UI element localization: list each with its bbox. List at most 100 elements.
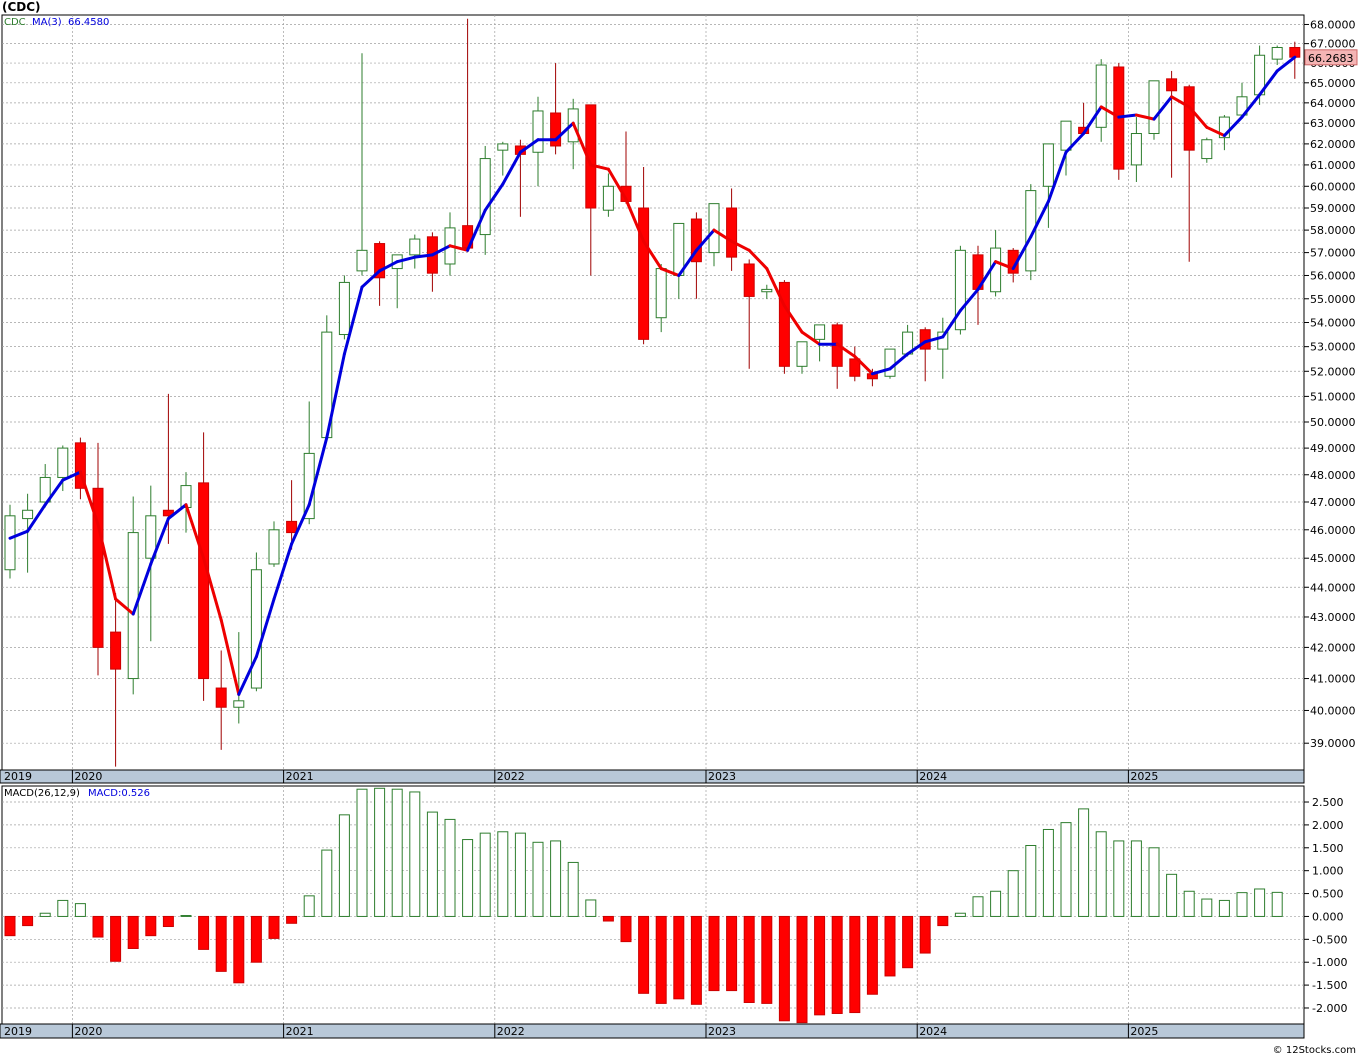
ma3-segment: [554, 121, 575, 142]
watermark: © 12Stocks.com: [1272, 1045, 1356, 1056]
candle-body: [250, 569, 262, 689]
candle-body: [1042, 143, 1054, 187]
macd-bar: [1060, 822, 1072, 917]
candle-body: [22, 509, 34, 520]
macd-bar: [743, 915, 755, 1003]
candle: [1166, 70, 1178, 178]
ma3-segment: [958, 287, 980, 313]
candle-body: [602, 185, 614, 211]
macd-bar: [92, 915, 104, 938]
price-y-tick-label: 56.0000: [1310, 269, 1356, 282]
ma3-segment: [184, 503, 206, 560]
ma3-segment: [677, 248, 698, 277]
price-panel: 68.000067.000066.000065.000064.000063.00…: [0, 14, 1358, 784]
price-y-tick-label: 46.0000: [1310, 524, 1356, 537]
ma3-segment: [1152, 95, 1174, 121]
candle-body: [198, 482, 210, 680]
ma3-segment: [96, 522, 118, 601]
ma3-segment: [659, 267, 681, 277]
macd-bar: [198, 915, 210, 950]
candle: [726, 188, 738, 271]
ma3-segment: [1011, 235, 1033, 271]
macd-bar: [514, 832, 526, 917]
ma3-segment: [1117, 113, 1138, 119]
price-y-tick-label: 58.0000: [1310, 224, 1356, 237]
candle: [743, 259, 755, 369]
candle-body: [215, 687, 227, 708]
macd-y-tick-label: -2.000: [1312, 1002, 1347, 1015]
macd-bar: [1271, 891, 1283, 917]
ma3-segment: [694, 228, 716, 252]
macd-bar: [22, 915, 34, 927]
ma3-segment: [1275, 55, 1297, 73]
price-y-tick-label: 41.0000: [1310, 673, 1356, 686]
ma3-segment: [307, 436, 329, 507]
price-y-tick-label: 64.0000: [1310, 97, 1356, 110]
macd-bar: [937, 915, 949, 927]
candle: [22, 493, 34, 573]
macd-y-tick-label: 2.000: [1312, 819, 1344, 832]
macd-bar: [409, 791, 421, 917]
macd-bar: [1025, 845, 1037, 917]
candle: [690, 212, 702, 299]
candle: [497, 141, 509, 176]
price-y-tick-label: 60.0000: [1310, 180, 1356, 193]
candle-body: [74, 442, 86, 489]
price-y-tick-label: 45.0000: [1310, 552, 1356, 565]
price-y-tick-label: 59.0000: [1310, 202, 1356, 215]
macd-bar: [356, 788, 368, 917]
price-date-band: [0, 769, 1305, 784]
macd-y-tick-label: 2.500: [1312, 796, 1344, 809]
macd-bar: [796, 915, 808, 1024]
candle-body: [1183, 86, 1195, 151]
candle-body: [57, 447, 69, 478]
candle-body: [1218, 116, 1230, 139]
macd-bar: [1130, 840, 1142, 917]
macd-bar: [866, 915, 878, 995]
price-grid: [2, 15, 1304, 770]
candle: [127, 496, 139, 695]
price-y-tick-label: 39.0000: [1310, 737, 1356, 750]
candle: [708, 203, 720, 267]
price-year-label: 2022: [497, 770, 525, 783]
candle: [1218, 115, 1230, 151]
ma3-segment: [941, 309, 962, 339]
ma3-segment: [518, 138, 540, 154]
candle-body: [1095, 64, 1107, 128]
candle: [1025, 184, 1037, 281]
candle-body: [954, 249, 966, 331]
macd-bar: [884, 915, 896, 977]
ma3-segment: [501, 150, 522, 186]
candle: [1148, 80, 1160, 140]
price-y-tick-label: 47.0000: [1310, 496, 1356, 509]
macd-bar: [954, 912, 966, 917]
macd-bars: [4, 787, 1283, 1024]
candle: [286, 480, 298, 550]
ma3-segment: [448, 244, 470, 252]
ma3-segment: [43, 478, 65, 507]
price-year-label: 2023: [708, 770, 736, 783]
ma3-segment: [360, 269, 382, 289]
ma3-segment: [1064, 132, 1086, 154]
price-y-tick-label: 50.0000: [1310, 416, 1356, 429]
candle: [1113, 63, 1125, 180]
ma3-segment: [1258, 69, 1279, 97]
candle-body: [1060, 120, 1072, 151]
price-y-tick-label: 63.0000: [1310, 117, 1356, 130]
candle-body: [1271, 46, 1283, 60]
macd-bar: [849, 915, 861, 1014]
candle-body: [761, 288, 773, 293]
candle-body: [374, 243, 386, 279]
ma3-segment: [237, 655, 258, 696]
candle: [1271, 45, 1283, 66]
macd-y-axis: 2.500 2.000 1.500 1.000 0.500 0.000 -0.500 -1.0…: [1304, 796, 1347, 1015]
macd-bar: [1236, 892, 1248, 917]
macd-bar: [1254, 888, 1266, 917]
candle: [1095, 59, 1107, 142]
macd-bar: [1078, 808, 1090, 917]
ma3-segment: [26, 503, 47, 533]
macd-year-labels: 2019 2020 2021 2022 2023 2024 2025: [4, 1024, 1158, 1038]
candle-body: [778, 281, 790, 367]
candle-body: [479, 158, 491, 236]
